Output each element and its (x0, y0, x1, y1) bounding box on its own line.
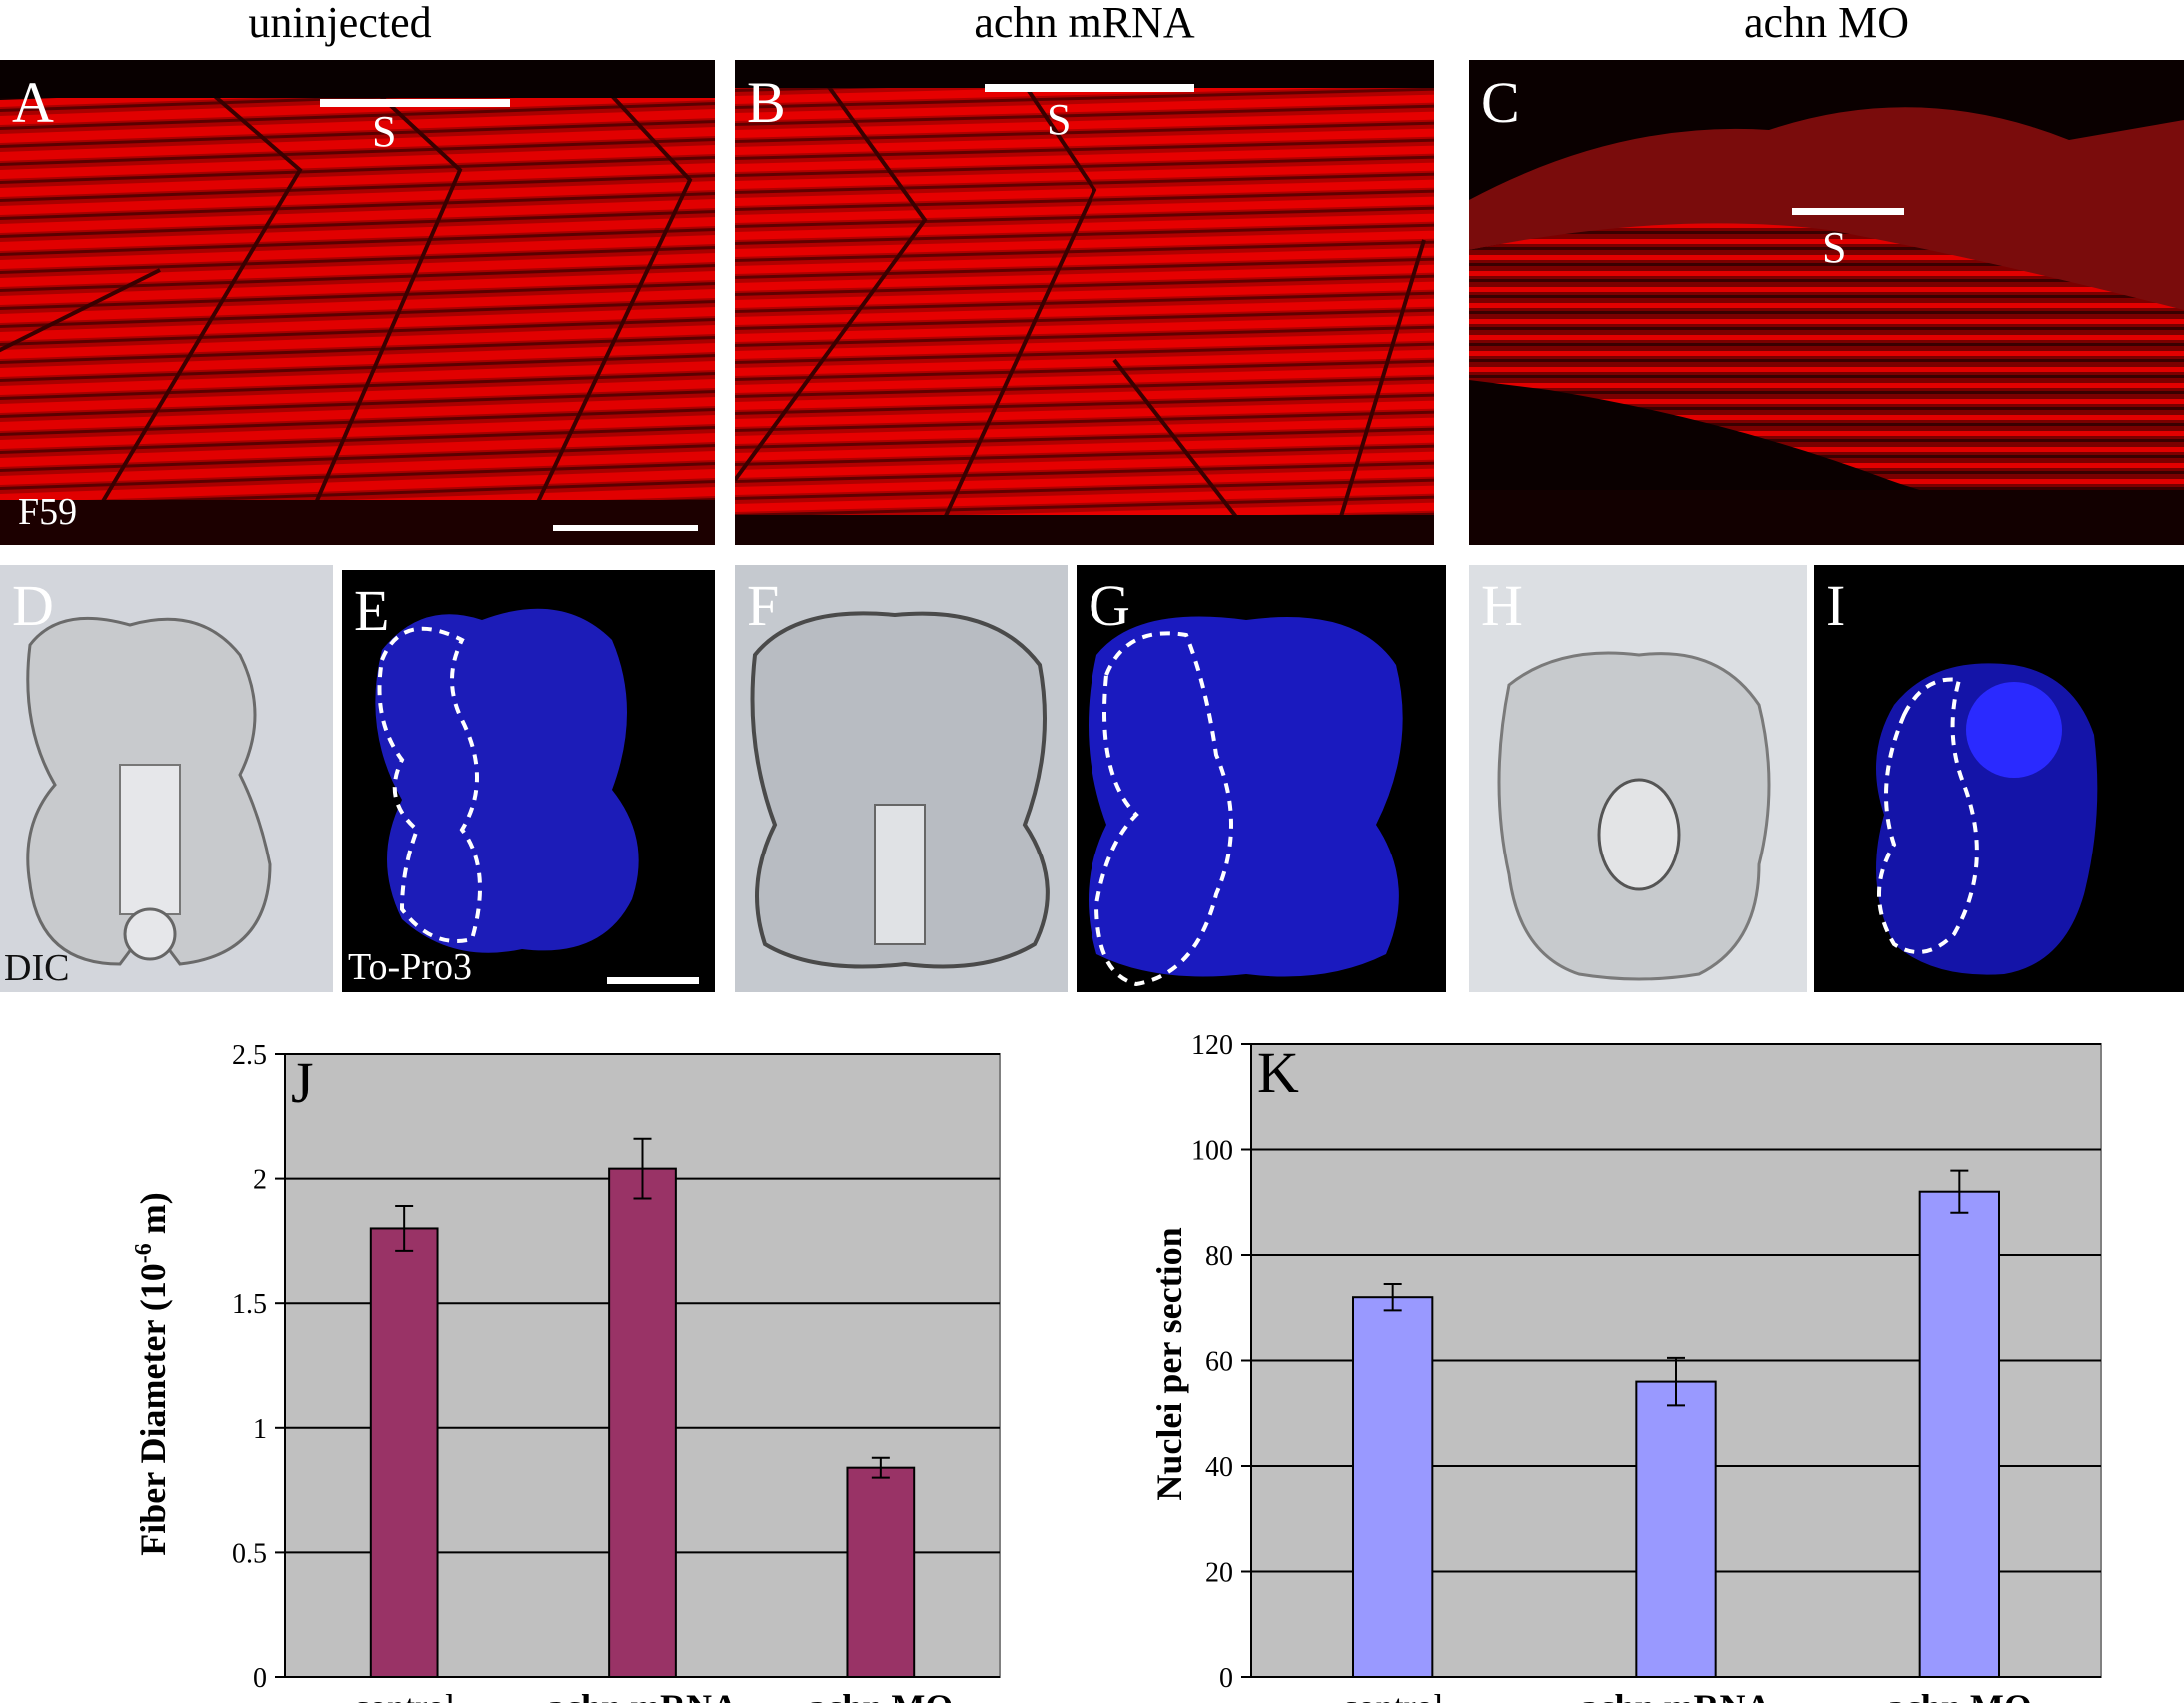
x-category-label: control (1342, 1687, 1444, 1703)
somite-label-b: S (1047, 95, 1072, 144)
stain-label-to-pro3: To-Pro3 (348, 946, 473, 988)
panel-label-b: B (747, 70, 786, 135)
panel-a-fiber-image: A S F59 (0, 60, 715, 545)
somite-marker-bar-c (1792, 208, 1904, 215)
x-category-label: achn MO (808, 1687, 953, 1703)
bar-achn-mrna (608, 1167, 677, 1679)
panel-label-d: D (12, 573, 54, 638)
y-tick-label: 2.5 (232, 1040, 267, 1071)
x-category-label: control (353, 1687, 455, 1703)
x-category-label: achn mRNA (547, 1687, 738, 1703)
panel-label-f: F (747, 573, 780, 638)
bar-achn-mo (1918, 1190, 2001, 1678)
scale-bar-e (607, 977, 699, 984)
panel-f-dic-image: F (735, 565, 1068, 992)
y-axis-title: Nuclei per section (1149, 1227, 1189, 1500)
panel-h-dic-image: H (1469, 565, 1807, 992)
y-tick-label: 0 (253, 1663, 267, 1694)
section-shape-e (375, 608, 639, 953)
x-category-label: achn mRNA (1580, 1687, 1771, 1703)
chart-k-nuclei-per-section: 0 20 40 60 80 100 120 control achn mRNA achn MO K N… (1099, 1019, 2184, 1708)
x-category-label: achn MO (1887, 1687, 2032, 1703)
panel-label-i: I (1826, 573, 1846, 638)
stain-label-f59: F59 (18, 491, 78, 533)
stain-label-dic: DIC (4, 947, 70, 989)
panel-c-fiber-image: C S (1469, 60, 2184, 545)
bar-achn-mo (846, 1466, 916, 1678)
chart-k-svg: 0 20 40 60 80 100 120 control achn mRNA achn MO K N… (1149, 1030, 2102, 1708)
fiber-texture-c (1469, 107, 2184, 545)
y-axis-title: Fiber Diameter (10-6 m) (131, 1192, 173, 1556)
panel-label-a: A (12, 70, 54, 135)
bar-control (1352, 1296, 1434, 1678)
section-shape-g (1089, 616, 1403, 987)
panel-d-dic-image: D DIC (0, 565, 333, 992)
panel-label-h: H (1481, 573, 1523, 638)
chart-j-svg: 0 0.5 1 1.5 2 2.5 control achn mRNA achn MO J Fibe… (131, 1040, 1001, 1708)
panel-b-fiber-image: B S (735, 60, 1434, 545)
somite-marker-bar-a (320, 99, 510, 107)
y-tick-label: 40 (1205, 1452, 1233, 1483)
y-tick-label: 0 (1219, 1663, 1233, 1694)
bar-control (369, 1227, 439, 1678)
panel-i-nuclei-image: I (1814, 565, 2184, 992)
column-title-uninjected: uninjected (248, 0, 432, 47)
y-tick-label: 0.5 (232, 1538, 267, 1569)
section-shape-h (1497, 651, 1771, 981)
scale-bar-a (553, 525, 698, 531)
section-shape-i (1876, 663, 2098, 975)
section-shape-d (26, 616, 272, 966)
column-title-achn-mo: achn MO (1744, 0, 1909, 47)
panel-label-c: C (1481, 70, 1520, 135)
panel-label-k: K (1257, 1040, 1299, 1105)
somite-label-c: S (1822, 223, 1847, 272)
panel-label-g: G (1089, 573, 1130, 638)
somite-marker-bar-b (985, 84, 1194, 92)
somite-label-a: S (372, 107, 397, 156)
y-tick-label: 2 (253, 1165, 267, 1196)
panel-label-j: J (291, 1050, 314, 1115)
column-title-achn-mrna: achn mRNA (974, 0, 1195, 47)
panel-e-nuclei-image: E To-Pro3 (342, 570, 715, 992)
y-tick-label: 1 (253, 1414, 267, 1445)
y-tick-label: 1.5 (232, 1289, 267, 1320)
y-tick-label: 120 (1191, 1030, 1233, 1061)
fiber-texture-a (0, 60, 715, 545)
y-tick-label: 20 (1205, 1558, 1233, 1589)
y-tick-label: 100 (1191, 1136, 1233, 1167)
section-shape-f (750, 611, 1050, 969)
bar-achn-mrna (1635, 1380, 1717, 1678)
panel-label-e: E (354, 578, 390, 643)
chart-j-fiber-diameter: 0 0.5 1 1.5 2 2.5 control achn mRNA achn MO J Fibe… (0, 1019, 1090, 1708)
fiber-texture-b (735, 60, 1434, 545)
y-tick-label: 60 (1205, 1347, 1233, 1378)
y-tick-label: 80 (1205, 1241, 1233, 1272)
panel-g-nuclei-image: G (1077, 565, 1446, 992)
